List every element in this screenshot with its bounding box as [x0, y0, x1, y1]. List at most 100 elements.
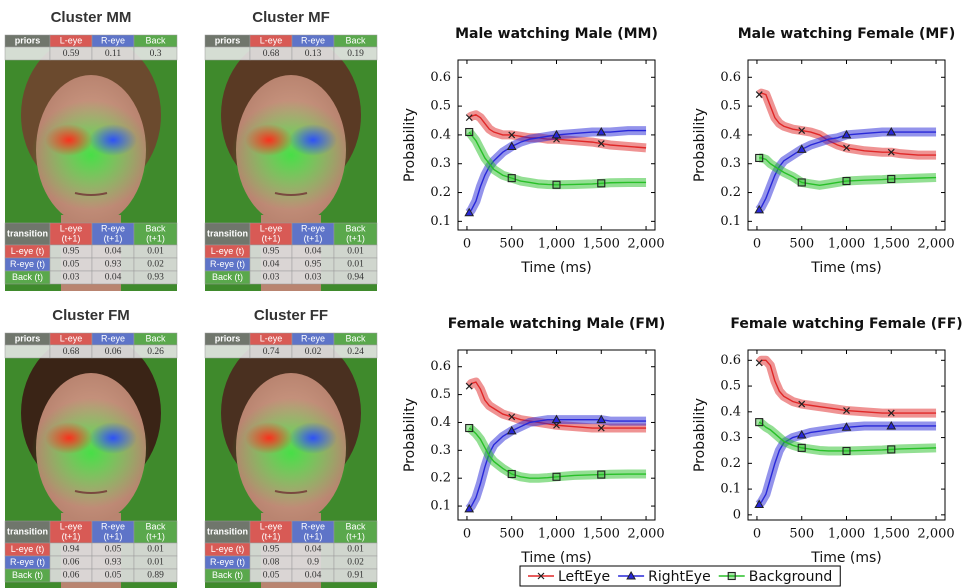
table-cell [333, 46, 378, 61]
table-row-header: Back (t) [12, 272, 43, 282]
table-header: L-eye [260, 223, 283, 233]
marker [508, 413, 516, 421]
panel-title: Cluster MM [51, 9, 132, 26]
y-tick-label: 0.6 [720, 353, 741, 368]
x-tick-label: 1,500 [873, 527, 910, 542]
attention-green [31, 100, 151, 210]
marker [465, 127, 474, 137]
marker [551, 414, 562, 424]
y-tick-label: 0.2 [430, 185, 451, 200]
table-value: 0.03 [263, 273, 280, 283]
table-header: L-eye [260, 35, 283, 45]
marker [537, 572, 545, 580]
table-value: 0.01 [347, 247, 364, 257]
table-value: 0.06 [63, 571, 80, 581]
marker [887, 174, 896, 184]
table-header: priors [215, 35, 241, 45]
chart-title: Female watching Female (FF) [730, 316, 962, 332]
table-value: 0.93 [147, 273, 164, 283]
table-header: L-eye [60, 521, 83, 531]
series-line [758, 421, 937, 452]
x-tick-label: 0 [463, 237, 471, 252]
marker [755, 418, 764, 427]
y-tick-label: 0.4 [720, 404, 741, 419]
table-value: 0.04 [305, 571, 322, 581]
table-cell [133, 344, 178, 359]
panel-title: Cluster FF [254, 307, 328, 324]
marker [887, 409, 895, 417]
confidence-band [755, 355, 937, 418]
marker [596, 127, 607, 136]
table-header: L-eye [60, 35, 83, 45]
marker [626, 570, 636, 580]
legend-label: LeftEye [558, 569, 610, 585]
table-header: (t+1) [304, 531, 323, 541]
marker [464, 503, 475, 513]
table-header: L-eye [260, 521, 283, 531]
table-value: 0.95 [63, 247, 80, 257]
y-tick-label: 0.1 [430, 499, 451, 514]
table-row-header: Back (t) [212, 272, 243, 282]
y-tick-label: 0.6 [430, 70, 451, 85]
marker [796, 144, 807, 153]
x-axis-label: Time (ms) [520, 260, 592, 276]
table-header: transition [207, 526, 248, 536]
marker [886, 127, 897, 136]
table-header: R-eye [301, 223, 325, 233]
table-value: 0.74 [263, 347, 280, 357]
table-row-header: R-eye (t) [210, 557, 245, 567]
x-tick-label: 2,000 [917, 527, 954, 542]
table-header: (t+1) [104, 233, 123, 243]
marker [842, 176, 851, 186]
y-tick-label: 0.3 [720, 156, 741, 171]
marker [754, 499, 765, 509]
table-value: 0.02 [347, 558, 364, 568]
table-row-header: L-eye (t) [211, 246, 245, 256]
table-value: 0.05 [263, 571, 280, 581]
x-tick-label: 500 [499, 237, 524, 252]
table-row-header: R-eye (t) [10, 259, 45, 269]
series-line [758, 359, 937, 414]
table-cell [204, 46, 251, 61]
table-value: 0.3 [150, 49, 162, 59]
y-tick-label: 0.3 [720, 430, 741, 445]
table-cell [333, 270, 378, 285]
marker [755, 91, 763, 99]
y-tick-label: 0.5 [720, 379, 741, 394]
marker [755, 153, 764, 163]
marker [755, 359, 763, 367]
attention-right-eye [89, 422, 137, 454]
marker [506, 425, 517, 435]
attention-right-eye [89, 124, 137, 156]
table-header: priors [15, 35, 41, 45]
table-value: 0.01 [347, 545, 364, 555]
table-cell [133, 568, 178, 583]
table-header: priors [215, 333, 241, 343]
table-value: 0.68 [63, 347, 80, 357]
table-cell [133, 46, 178, 61]
table-value: 0.03 [63, 273, 80, 283]
mouth [74, 490, 108, 494]
table-value: 0.08 [263, 558, 280, 568]
chart-title: Male watching Male (MM) [455, 26, 658, 42]
y-axis-label: Probability [692, 398, 708, 472]
table-value: 0.94 [63, 545, 80, 555]
x-tick-label: 1,500 [583, 527, 620, 542]
table-header: priors [15, 333, 41, 343]
chart: Male watching Female (MF) Time (ms) Probab… [692, 26, 955, 276]
table-header: L-eye [60, 333, 83, 343]
table-header: Back [345, 521, 366, 531]
table-header: (t+1) [62, 233, 81, 243]
table-value: 0.95 [305, 260, 322, 270]
x-tick-label: 1,000 [828, 527, 865, 542]
marker [552, 472, 561, 481]
chart: Male watching Male (MM) Time (ms) Probabil… [402, 26, 665, 276]
plot-frame [747, 59, 946, 231]
y-tick-label: 0.2 [430, 471, 451, 486]
marker [886, 420, 897, 430]
mouth [274, 490, 308, 494]
table-value: 0.24 [347, 347, 364, 357]
table-value: 0.9 [307, 558, 319, 568]
y-tick-label: 0.2 [720, 185, 741, 200]
attention-right-eye [289, 422, 337, 454]
